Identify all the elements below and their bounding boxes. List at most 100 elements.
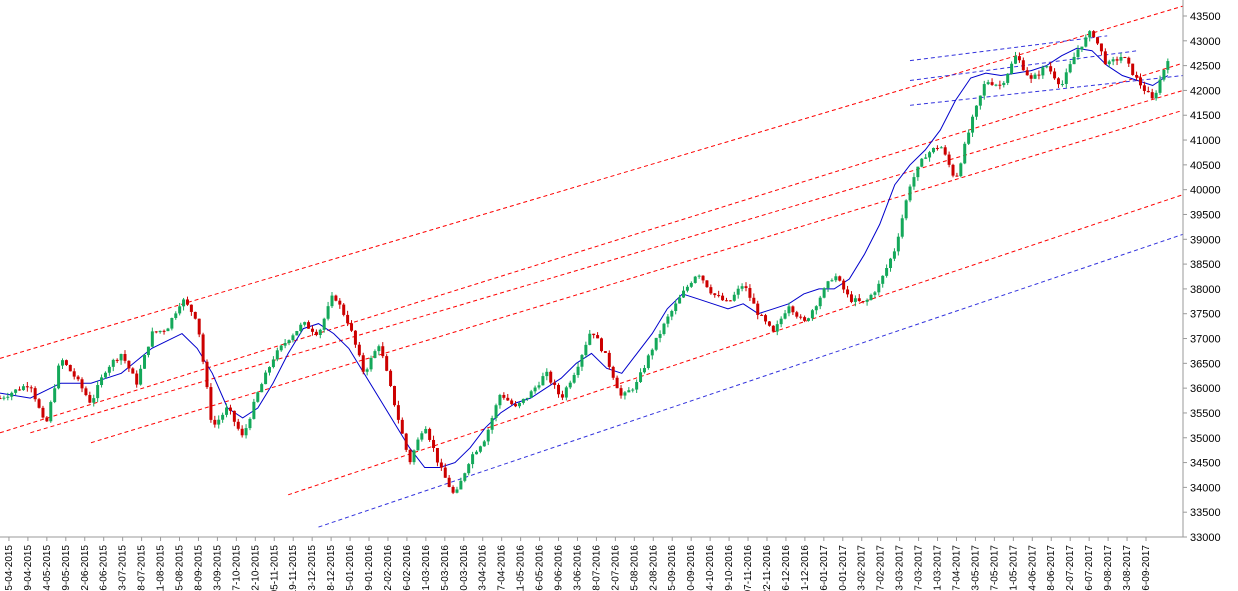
moving-average (0, 47, 1169, 468)
candle-body (314, 331, 318, 335)
x-tick-label: 22-10-2015 (250, 545, 261, 591)
candle-body (764, 315, 768, 322)
candle-body (549, 371, 553, 383)
candle-body (580, 355, 584, 367)
candle-body (713, 293, 717, 296)
candle-body (545, 371, 549, 377)
candle-body (1002, 82, 1006, 86)
candle-body (935, 147, 939, 149)
candle-body (115, 359, 119, 361)
candle-body (912, 177, 916, 187)
candle-body (158, 330, 162, 333)
x-tick-label: 23-06-2016 (572, 545, 583, 591)
candle-body (998, 84, 1002, 86)
candle-body (807, 318, 810, 321)
candle-body (498, 394, 502, 406)
candle-body (939, 147, 943, 149)
candle-body (228, 407, 232, 411)
candle-body (221, 414, 225, 420)
candle-body (635, 381, 639, 390)
trend-line-blue-5 (318, 233, 1184, 528)
candle-body (963, 143, 967, 164)
candle-body (576, 366, 580, 376)
candle-body (654, 337, 658, 350)
x-tick-label: 23-08-2017 (1122, 545, 1133, 591)
candle-body (123, 354, 127, 361)
trend-line-red-2 (30, 89, 1184, 434)
candle-body (748, 288, 752, 298)
candle-body (896, 236, 900, 252)
x-tick-label: 07-10-2015 (231, 545, 242, 591)
candle-body (127, 360, 131, 369)
candle-body (1119, 57, 1123, 61)
candle-body (525, 397, 529, 399)
candle-body (271, 359, 275, 368)
candle-body (170, 318, 174, 329)
candle-body (310, 328, 314, 332)
x-tick-label: 22-08-2016 (648, 545, 659, 591)
candle-body (506, 397, 510, 401)
x-tick-label: 02-02-2016 (383, 545, 394, 591)
trend-line-red-3 (90, 109, 1184, 444)
x-tick-label: 17-03-2017 (914, 545, 925, 591)
candle-body (135, 373, 139, 385)
y-tick-label: 40500 (1190, 160, 1221, 172)
candle-body (260, 384, 264, 393)
candle-body (885, 267, 889, 276)
candle-body (84, 388, 88, 396)
candle-body (1068, 64, 1072, 73)
candle-body (428, 428, 432, 440)
x-tick-label: 31-05-2017 (1008, 545, 1019, 591)
candle-body (373, 351, 377, 358)
candle-body (853, 298, 857, 302)
candle-body (1162, 69, 1166, 80)
candle-body (0, 398, 2, 400)
candle-body (779, 318, 783, 325)
candle-body (119, 354, 123, 361)
candle-body (818, 297, 822, 307)
candle-body (732, 294, 736, 301)
candle-body (670, 311, 674, 317)
candle-body (201, 334, 205, 362)
candle-body (412, 450, 416, 463)
candle-body (330, 295, 334, 307)
candle-body (1150, 92, 1154, 99)
x-tick-label: 20-01-2017 (838, 545, 849, 591)
candle-body (986, 82, 990, 85)
x-tick-label: 17-02-2017 (876, 545, 887, 591)
y-tick-label: 43500 (1190, 11, 1221, 23)
candle-body (596, 335, 600, 339)
candle-body (350, 323, 354, 331)
candle-body (68, 364, 72, 372)
candle-body (990, 82, 994, 85)
candle-body (60, 360, 64, 366)
trend-line-blue-8 (909, 75, 1184, 106)
candle-body (924, 157, 928, 159)
candle-body (326, 306, 330, 319)
candle-body (889, 258, 893, 268)
candle-body (232, 410, 236, 422)
x-tick-label: 26-07-2017 (1084, 545, 1095, 591)
candle-body (478, 446, 482, 452)
candle-body (1021, 60, 1025, 71)
candle-body (982, 84, 986, 96)
y-tick-label: 39000 (1190, 234, 1221, 246)
candle-body (1111, 59, 1115, 62)
x-tick-label: 03-02-2017 (857, 545, 868, 591)
candle-body (451, 486, 455, 493)
x-tick-label: 09-06-2016 (554, 545, 565, 591)
candle-body (705, 280, 709, 288)
candle-body (33, 388, 37, 400)
candle-body (197, 318, 201, 335)
candle-body (611, 366, 615, 378)
candle-body (162, 330, 166, 332)
x-tick-label: 15-03-2016 (440, 545, 451, 591)
y-tick-label: 35500 (1190, 408, 1221, 420)
candle-body (627, 390, 631, 393)
candle-body (361, 355, 365, 372)
candle-body (92, 398, 96, 403)
candle-body (178, 306, 182, 314)
x-tick-label: 28-06-2017 (1046, 545, 1057, 591)
candle-body (517, 402, 521, 407)
